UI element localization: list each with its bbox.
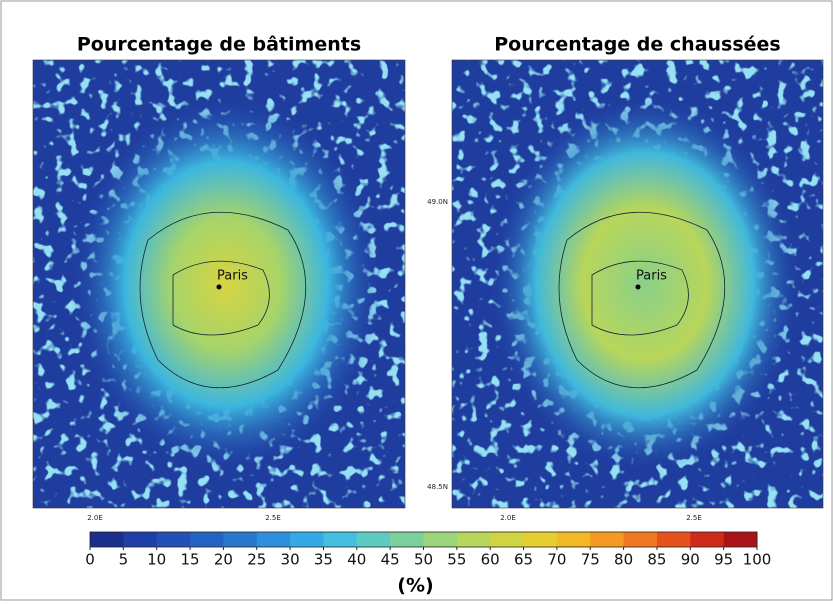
colorbar-segment bbox=[523, 532, 558, 547]
colorbar-tick-label: 100 bbox=[743, 551, 772, 569]
y-tick-label: 48.5N bbox=[427, 483, 448, 491]
colorbar-segment bbox=[456, 532, 491, 547]
colorbar-tick-label: 10 bbox=[147, 551, 166, 569]
colorbar-tick-label: 0 bbox=[85, 551, 95, 569]
colorbar-tick-label: 85 bbox=[647, 551, 666, 569]
urban-area bbox=[489, 95, 801, 473]
colorbar-segment bbox=[556, 532, 591, 547]
colorbar-tick-label: 65 bbox=[514, 551, 533, 569]
x-tick-label: 2.5E bbox=[265, 514, 281, 522]
colorbar-segment bbox=[90, 532, 124, 547]
colorbar-label: (%) bbox=[397, 575, 433, 597]
colorbar-segment bbox=[290, 532, 324, 547]
colorbar-segment bbox=[490, 532, 525, 547]
colorbar-tick-label: 35 bbox=[314, 551, 333, 569]
urban-area bbox=[70, 95, 383, 473]
city-dot bbox=[216, 284, 222, 290]
colorbar-tick-label: 15 bbox=[181, 551, 200, 569]
colorbar-tick-label: 55 bbox=[447, 551, 466, 569]
colorbar-segment bbox=[123, 532, 158, 547]
colorbar-tick-label: 50 bbox=[414, 551, 433, 569]
colorbar-tick-label: 20 bbox=[214, 551, 233, 569]
city-label: Paris bbox=[636, 269, 667, 284]
colorbar-tick-label: 90 bbox=[681, 551, 700, 569]
colorbar-segment bbox=[723, 532, 758, 547]
map-border bbox=[32, 59, 406, 509]
colorbar-segment bbox=[256, 532, 291, 547]
colorbar-tick-label: 80 bbox=[614, 551, 633, 569]
colorbar-segment bbox=[623, 532, 658, 547]
colorbar-segment bbox=[156, 532, 191, 547]
colorbar-tick-label: 30 bbox=[281, 551, 300, 569]
map bbox=[451, 59, 824, 509]
panel-title: Pourcentage de chaussées bbox=[494, 34, 781, 56]
city-dot bbox=[635, 284, 641, 290]
boundary bbox=[591, 260, 689, 336]
boundary bbox=[139, 211, 307, 389]
y-tick-label: 49.0N bbox=[427, 198, 448, 206]
colorbar-segment bbox=[323, 532, 358, 547]
boundary bbox=[558, 211, 726, 389]
colorbar-segment bbox=[690, 532, 725, 547]
colorbar-tick-label: 5 bbox=[119, 551, 129, 569]
colorbar-tick-label: 95 bbox=[714, 551, 733, 569]
colorbar-tick-label: 45 bbox=[381, 551, 400, 569]
x-tick-label: 2.0E bbox=[500, 514, 516, 522]
colorbar-tick-label: 70 bbox=[547, 551, 566, 569]
x-tick-label: 2.5E bbox=[686, 514, 702, 522]
panel-title: Pourcentage de bâtiments bbox=[77, 34, 361, 56]
colorbar-segment bbox=[190, 532, 224, 547]
boundary bbox=[172, 260, 270, 336]
colorbar-segment bbox=[356, 532, 391, 547]
map bbox=[32, 59, 406, 509]
x-tick-label: 2.0E bbox=[87, 514, 103, 522]
colorbar-segment bbox=[656, 532, 691, 547]
colorbar-segment bbox=[223, 532, 258, 547]
map-border bbox=[451, 59, 824, 509]
colorbar-segment bbox=[390, 532, 424, 547]
colorbar-tick-label: 25 bbox=[247, 551, 266, 569]
colorbar-segment bbox=[590, 532, 625, 547]
colorbar-tick-label: 40 bbox=[347, 551, 366, 569]
colorbar-tick-label: 75 bbox=[581, 551, 600, 569]
colorbar-segment bbox=[423, 532, 458, 547]
colorbar-tick-label: 60 bbox=[481, 551, 500, 569]
city-label: Paris bbox=[217, 269, 248, 284]
